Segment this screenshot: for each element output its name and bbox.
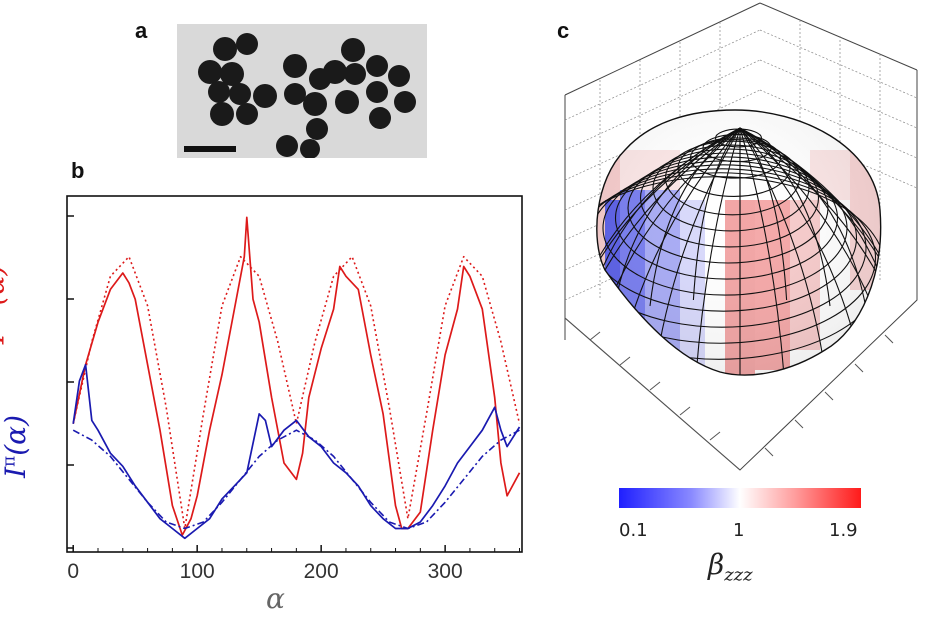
nanoparticle-image	[184, 33, 416, 159]
colorbar-label: βzzz	[708, 548, 753, 586]
x-axis-label: α	[266, 582, 285, 615]
mesh-meridian	[739, 127, 788, 301]
x-tick-label-200: 200	[304, 560, 339, 583]
surface-outline	[596, 109, 882, 376]
mesh-latitude	[596, 164, 858, 312]
blue-fit-line	[72, 429, 520, 530]
x-tick-label-100: 100	[180, 560, 215, 583]
mesh-meridian	[739, 127, 881, 343]
mesh-meridian	[739, 127, 881, 376]
mesh-latitude	[596, 172, 877, 344]
panel-label-b: b	[71, 158, 85, 183]
mesh-meridian	[596, 127, 741, 374]
mesh-meridian	[596, 127, 741, 376]
x-tick-label-0: 0	[67, 560, 79, 583]
panel-label-a: a	[135, 18, 148, 43]
box-tick-lines	[564, 317, 894, 471]
panel-label-c: c	[557, 18, 570, 43]
red-measured-line	[72, 216, 521, 536]
mesh-meridian	[739, 127, 881, 374]
mesh-latitude	[639, 148, 820, 248]
mesh-meridian	[649, 127, 741, 307]
mesh-meridian	[739, 127, 788, 376]
mesh-meridian	[612, 127, 741, 316]
mesh-meridian	[692, 127, 741, 376]
colorbar-tick-min: 0.1	[619, 520, 648, 541]
scale-bar	[184, 146, 236, 152]
mesh-meridian	[739, 127, 868, 316]
mesh-latitude	[614, 156, 839, 280]
x-tick-label-300: 300	[428, 560, 463, 583]
mesh-meridian	[596, 127, 741, 329]
colorbar-tick-max: 1.9	[829, 520, 858, 541]
mesh-latitude	[596, 168, 867, 328]
blue-measured-line	[72, 363, 521, 540]
mesh-meridian	[692, 127, 741, 301]
plot-frame	[66, 195, 523, 553]
red-fit-line	[72, 255, 521, 530]
colorbar	[619, 488, 861, 508]
mesh-latitude	[596, 176, 881, 360]
mesh-meridian	[739, 127, 831, 307]
tem-micrograph	[177, 24, 427, 159]
colorbar-tick-mid: 1	[733, 520, 745, 541]
